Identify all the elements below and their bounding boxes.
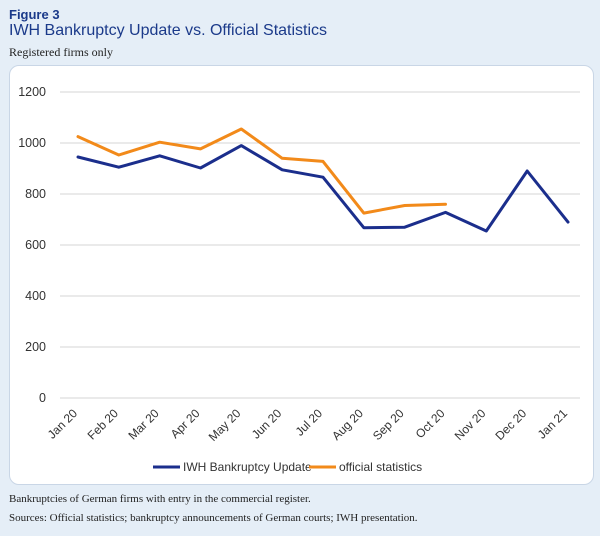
y-tick-label: 1200 <box>18 85 46 99</box>
series-line-iwh-bankruptcy-update <box>76 144 570 233</box>
x-tick-label: Apr 20 <box>168 406 203 441</box>
legend-label-iwh-bankruptcy-update: IWH Bankruptcy Update <box>183 460 312 474</box>
x-tick-label: Jul 20 <box>293 406 326 439</box>
figure-title: IWH Bankruptcy Update vs. Official Stati… <box>9 22 328 39</box>
x-tick-label: Mar 20 <box>125 406 162 443</box>
series-line-official-statistics <box>76 127 447 215</box>
x-tick-label: Aug 20 <box>329 406 366 443</box>
footnote-description: Bankruptcies of German firms with entry … <box>9 493 311 505</box>
y-tick-label: 200 <box>25 340 46 354</box>
figure-subtitle: Registered firms only <box>9 45 113 59</box>
y-tick-label: 800 <box>25 187 46 201</box>
x-tick-label: Sep 20 <box>370 406 407 443</box>
y-tick-label: 600 <box>25 238 46 252</box>
x-tick-label: Nov 20 <box>452 406 489 443</box>
chart-panel: 0 200 400 600 800 1000 1200 Jan 20 Feb 20 Mar 20 A… <box>9 65 594 485</box>
x-tick-label: Jun 20 <box>249 406 285 442</box>
x-tick-label: Jan 20 <box>45 406 81 442</box>
figure-label: Figure 3 <box>9 7 60 22</box>
x-tick-label: Dec 20 <box>492 406 529 443</box>
x-tick-label: Jan 21 <box>535 406 571 442</box>
legend-label-official-statistics: official statistics <box>339 460 422 474</box>
footnote-sources: Sources: Official statistics; bankruptcy… <box>9 512 418 524</box>
y-tick-label: 0 <box>39 391 46 405</box>
y-tick-label: 400 <box>25 289 46 303</box>
x-tick-label: Oct 20 <box>413 406 448 441</box>
x-tick-label: Feb 20 <box>85 406 122 443</box>
y-tick-label: 1000 <box>18 136 46 150</box>
x-tick-label: May 20 <box>206 406 244 444</box>
